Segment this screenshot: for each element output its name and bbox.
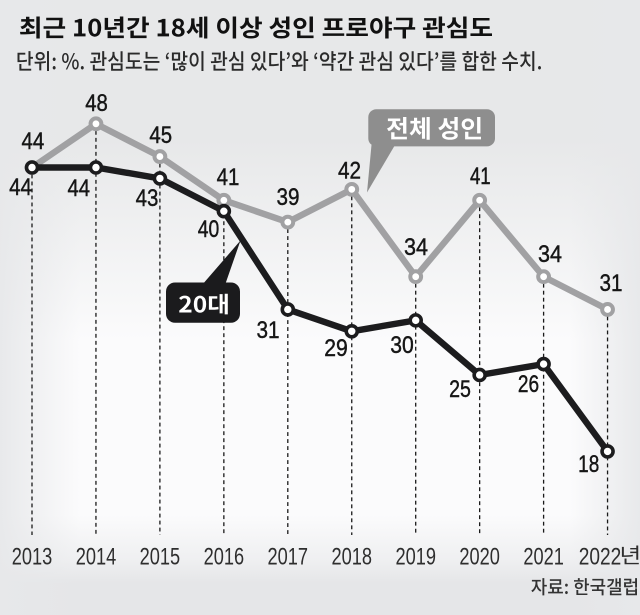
svg-text:2013: 2013 [12, 544, 53, 571]
svg-text:31: 31 [600, 270, 623, 297]
svg-text:2015: 2015 [140, 544, 181, 571]
svg-text:48: 48 [85, 90, 108, 117]
svg-text:2018: 2018 [332, 544, 373, 571]
svg-text:44: 44 [67, 175, 90, 202]
svg-text:2019: 2019 [395, 544, 436, 571]
svg-text:42: 42 [338, 158, 361, 185]
svg-text:44: 44 [9, 174, 32, 201]
svg-text:2022: 2022 [579, 544, 622, 571]
svg-text:29: 29 [324, 335, 348, 362]
svg-text:31: 31 [256, 317, 279, 344]
svg-text:25: 25 [449, 376, 471, 403]
svg-text:41: 41 [217, 164, 240, 191]
svg-text:2020: 2020 [459, 544, 500, 571]
svg-text:44: 44 [22, 128, 45, 155]
svg-text:34: 34 [404, 234, 428, 261]
svg-text:41: 41 [470, 163, 491, 190]
svg-text:45: 45 [149, 122, 172, 149]
svg-text:18: 18 [578, 451, 599, 478]
svg-text:39: 39 [277, 184, 300, 211]
svg-text:43: 43 [136, 185, 159, 212]
svg-text:2017: 2017 [268, 544, 309, 571]
svg-text:2014: 2014 [76, 544, 117, 571]
svg-text:40: 40 [198, 216, 220, 243]
svg-text:26: 26 [518, 371, 539, 398]
svg-text:2021: 2021 [523, 544, 564, 571]
svg-text:30: 30 [390, 332, 414, 359]
svg-text:34: 34 [538, 241, 562, 268]
svg-text:2016: 2016 [204, 544, 245, 571]
